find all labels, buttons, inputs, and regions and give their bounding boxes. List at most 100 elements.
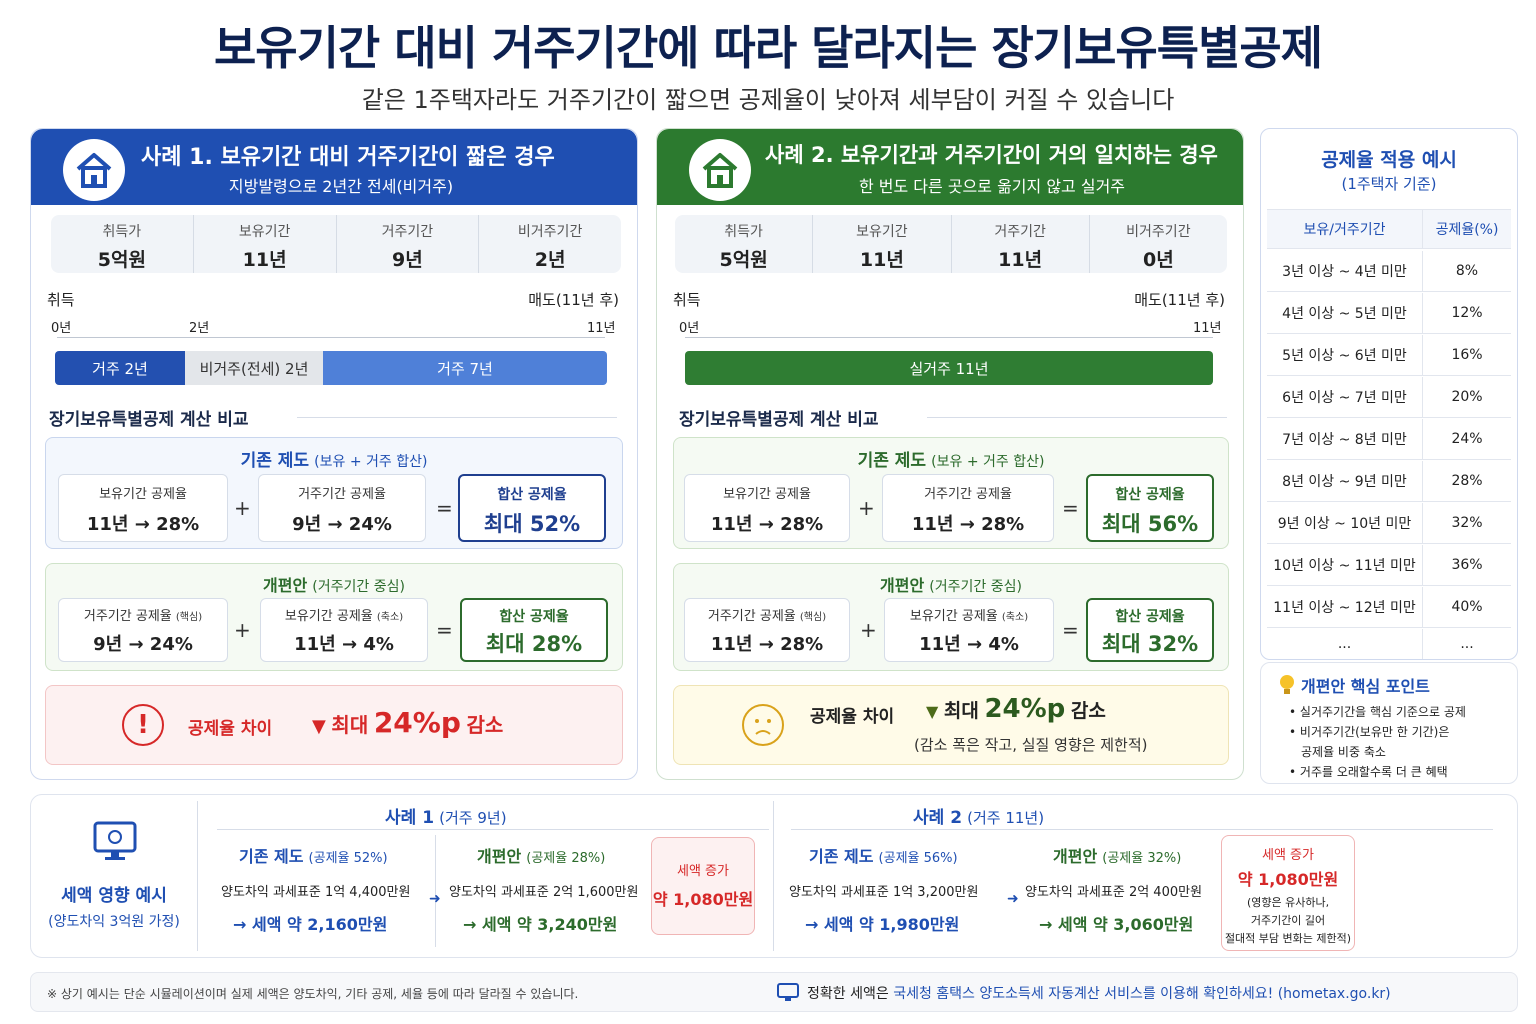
tick-0: 0년 xyxy=(51,321,72,336)
total-rate-cell: 합산 공제율 최대 32% xyxy=(1086,598,1214,662)
case1-card: 사례 1. 보유기간 대비 거주기간이 짧은 경우 지방발령으로 2년간 전세(… xyxy=(30,128,638,780)
diff-label: 공제율 차이 xyxy=(188,719,273,739)
new-system-title: 개편안 xyxy=(880,576,925,595)
table-row: 5년 이상 ~ 6년 미만 16% xyxy=(1267,335,1511,376)
impact-case2-title: 사례 2 (거주 11년) xyxy=(913,808,1045,828)
footer-cta: 정확한 세액은 국세청 홈택스 양도소득세 자동계산 서비스를 이용해 확인하세… xyxy=(807,986,1391,1002)
segment-live-7y: 거주 7년 xyxy=(323,351,607,385)
table-row: 11년 이상 ~ 12년 미만 40% xyxy=(1267,587,1511,628)
sad-face-icon xyxy=(742,704,784,746)
equal-sign: = xyxy=(1062,618,1079,642)
old-system-note: (보유 + 거주 합산) xyxy=(931,454,1045,470)
residence-rate-cell: 거주기간 공제율 11년 → 28% xyxy=(882,474,1054,542)
impact-case1-new-title: 개편안 (공제율 28%) xyxy=(477,847,606,866)
monitor-icon xyxy=(777,983,799,1003)
impact-title: 세액 영향 예시 xyxy=(61,886,167,906)
impact-case2-new-title: 개편안 (공제율 32%) xyxy=(1053,847,1182,866)
house-icon xyxy=(689,139,751,201)
tick-11: 11년 xyxy=(1193,321,1222,336)
stat-item: 거주기간 11년 xyxy=(952,215,1090,273)
impact-case1-new-base: 양도차익 과세표준 2억 1,600만원 xyxy=(449,885,639,900)
stat-item: 취득가 5억원 xyxy=(51,215,194,273)
tick-11: 11년 xyxy=(587,321,616,336)
diff-label: 공제율 차이 xyxy=(810,707,895,727)
warning-icon: ! xyxy=(122,704,164,746)
diff-value: ▼ 최대 24%p 감소 xyxy=(312,706,504,739)
impact-case2-increase-box: 세액 증가 약 1,080만원 (영향은 유사하나, 거주기간이 길어 절대적 … xyxy=(1221,835,1355,951)
impact-case2-old-base: 양도차익 과세표준 1억 3,200만원 xyxy=(789,885,979,900)
table-row: 9년 이상 ~ 10년 미만 32% xyxy=(1267,503,1511,544)
segment-live-2y: 거주 2년 xyxy=(55,351,185,385)
holding-rate-cell: 보유기간 공제율 11년 → 28% xyxy=(684,474,850,542)
case1-subtitle: 지방발령으로 2년간 전세(비거주) xyxy=(228,177,454,196)
old-system-title: 기존 제도 xyxy=(857,451,927,471)
plus-sign: + xyxy=(858,496,875,520)
monitor-icon xyxy=(91,817,139,865)
table-header-row: 보유/거주기간 공제율(%) xyxy=(1267,209,1511,249)
residence-rate-cell: 거주기간 공제율 9년 → 24% xyxy=(258,474,426,542)
tick-2: 2년 xyxy=(189,321,210,336)
table-row: 8년 이상 ~ 9년 미만 28% xyxy=(1267,461,1511,502)
total-rate-cell: 합산 공제율 최대 28% xyxy=(460,598,608,662)
diff-value: ▼ 최대 24%p 감소 xyxy=(926,694,1106,724)
table-row: 10년 이상 ~ 11년 미만 36% xyxy=(1267,545,1511,586)
diff-note: (감소 폭은 작고, 실질 영향은 제한적) xyxy=(914,736,1148,754)
holding-rate-cell: 보유기간 공제율 (축소) 11년 → 4% xyxy=(260,598,428,662)
plus-sign: + xyxy=(860,618,877,642)
table-row: 4년 이상 ~ 5년 미만 12% xyxy=(1267,293,1511,334)
case1-header: 사례 1. 보유기간 대비 거주기간이 짧은 경우 지방발령으로 2년간 전세(… xyxy=(31,129,637,205)
page-title: 보유기간 대비 거주기간에 따라 달라지는 장기보유특별공제 xyxy=(213,21,1323,75)
rate-table-card: 공제율 적용 예시 (1주택자 기준) 보유/거주기간 공제율(%) 3년 이상… xyxy=(1260,128,1518,660)
case1-title: 사례 1. 보유기간 대비 거주기간이 짧은 경우 xyxy=(141,145,555,170)
key-points-card: 개편안 핵심 포인트 • 실거주기간을 핵심 기준으로 공제 • 비거주기간(보… xyxy=(1260,662,1518,784)
case2-diff-box: 공제율 차이 ▼ 최대 24%p 감소 (감소 폭은 작고, 실질 영향은 제한… xyxy=(673,685,1229,765)
house-icon xyxy=(63,139,125,201)
hometax-link[interactable]: 국세청 홈택스 양도소득세 자동계산 서비스 xyxy=(893,986,1143,1002)
impact-case1-increase-box: 세액 증가 약 1,080만원 xyxy=(651,837,755,935)
impact-case1-title: 사례 1 (거주 9년) xyxy=(385,808,507,828)
tax-impact-card: 세액 영향 예시 (양도차익 3억원 가정) 사례 1 (거주 9년) 기존 제… xyxy=(30,794,1518,958)
case2-header: 사례 2. 보유기간과 거주기간이 거의 일치하는 경우 한 번도 다른 곳으로… xyxy=(657,129,1243,205)
impact-case1-old-base: 양도차익 과세표준 1억 4,400만원 xyxy=(221,885,411,900)
case1-section-title: 장기보유특별공제 계산 비교 xyxy=(49,410,249,430)
impact-case2-new-base: 양도차익 과세표준 2억 400만원 xyxy=(1025,885,1203,900)
stat-item: 거주기간 9년 xyxy=(337,215,480,273)
arrow-right-icon: ➜ xyxy=(429,891,441,907)
new-system-title: 개편안 xyxy=(263,576,308,595)
table-row: ...... xyxy=(1267,629,1511,659)
equal-sign: = xyxy=(436,496,453,520)
case1-timeline-bar: 거주 2년 비거주(전세) 2년 거주 7년 xyxy=(55,351,607,385)
plus-sign: + xyxy=(234,496,251,520)
new-system-note: (거주기간 중심) xyxy=(312,579,405,595)
old-system-title: 기존 제도 xyxy=(240,451,310,471)
segment-rent-2y: 비거주(전세) 2년 xyxy=(185,351,323,385)
case2-new-box: 개편안 (거주기간 중심) 거주기간 공제율 (핵심) 11년 → 28% + 보… xyxy=(673,563,1229,671)
rate-table-title: 공제율 적용 예시 xyxy=(1321,149,1457,171)
case2-section-title: 장기보유특별공제 계산 비교 xyxy=(679,410,879,430)
stat-item: 비거주기간 0년 xyxy=(1126,224,1191,271)
footer-bar: ※ 상기 예시는 단순 시뮬레이션이며 실제 세액은 양도차익, 기타 공제, … xyxy=(30,972,1518,1012)
table-header-rate: 공제율(%) xyxy=(1435,222,1499,238)
stat-item: 보유기간 11년 xyxy=(194,215,337,273)
old-system-note: (보유 + 거주 합산) xyxy=(314,454,428,470)
case2-title: 사례 2. 보유기간과 거주기간이 거의 일치하는 경우 xyxy=(765,143,1218,167)
footer-disclaimer: ※ 상기 예시는 단순 시뮬레이션이며 실제 세액은 양도차익, 기타 공제, … xyxy=(47,987,579,1001)
table-row: 3년 이상 ~ 4년 미만 8% xyxy=(1267,251,1511,292)
timeline-end-label: 매도(11년 후) xyxy=(528,291,619,309)
impact-case2-new-tax: → 세액 약 3,060만원 xyxy=(1039,915,1194,934)
residence-rate-cell: 거주기간 공제율 (핵심) 11년 → 28% xyxy=(684,598,850,662)
table-header-period: 보유/거주기간 xyxy=(1267,210,1423,248)
stat-item: 취득가 5억원 xyxy=(675,215,814,273)
equal-sign: = xyxy=(436,618,453,642)
case2-card: 사례 2. 보유기간과 거주기간이 거의 일치하는 경우 한 번도 다른 곳으로… xyxy=(656,128,1244,780)
case2-stats: 취득가 5억원 보유기간 11년 거주기간 11년 비거주기간 0년 xyxy=(675,215,1227,273)
list-item: • 실거주기간을 핵심 기준으로 공제 xyxy=(1289,705,1466,719)
holding-rate-cell: 보유기간 공제율 (축소) 11년 → 4% xyxy=(884,598,1054,662)
case2-timeline-bar: 실거주 11년 xyxy=(685,351,1213,385)
rate-table-subtitle: (1주택자 기준) xyxy=(1341,175,1437,193)
impact-case1-old-title: 기존 제도 (공제율 52%) xyxy=(239,847,388,866)
equal-sign: = xyxy=(1062,496,1079,520)
table-row: 7년 이상 ~ 8년 미만 24% xyxy=(1267,419,1511,460)
list-item: • 거주를 오래할수록 더 큰 혜택 xyxy=(1289,765,1448,779)
holding-rate-cell: 보유기간 공제율 11년 → 28% xyxy=(58,474,228,542)
